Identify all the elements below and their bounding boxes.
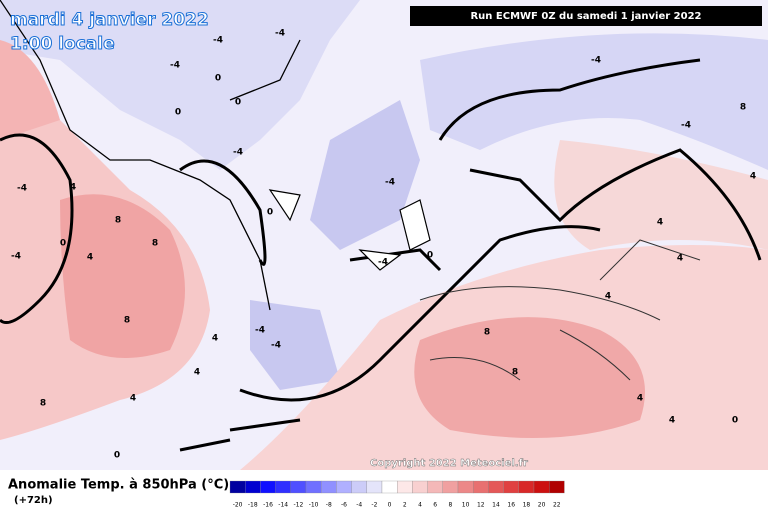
contour-label: 4 (212, 334, 218, 344)
map: -4 -4 -4 0 0 0 -4 -4 0 -4 0 8 8 8 4 0 4 -4 -4 -4 -4 4 4 8 4 8 8 4 4 4… (0, 0, 768, 470)
scale-swatch (275, 480, 291, 494)
contour-label: 0 (267, 208, 273, 218)
scale-swatch (488, 480, 504, 494)
scale-label: -2 (371, 502, 377, 509)
contour-label: 4 (669, 416, 675, 426)
scale-swatch (290, 480, 307, 494)
color-scale: -20 -18 -16 -14 -12 -10 -8 -6 -4 -2 0 2 4 6 8 10 12 14 16 1… (229, 480, 565, 509)
scale-swatch (503, 480, 519, 494)
contour-label: -4 (17, 184, 27, 194)
scale-label: 18 (523, 502, 531, 509)
contour-label: 4 (637, 394, 643, 404)
contour-label: 4 (750, 172, 756, 182)
contour-label: 4 (605, 292, 611, 302)
contour-label: 8 (152, 239, 158, 249)
scale-label: -4 (356, 502, 362, 509)
scale-label: 2 (403, 502, 407, 509)
contour-label: -4 (11, 252, 21, 262)
scale-label: 12 (477, 502, 485, 509)
contour-label: 0 (175, 108, 181, 118)
scale-swatch (533, 480, 550, 494)
scale-swatch (427, 480, 443, 494)
contour-label: 4 (677, 254, 683, 264)
scale-swatch (442, 480, 459, 494)
scale-swatch (397, 480, 413, 494)
contour-label: 0 (732, 416, 738, 426)
contour-label: -4 (591, 56, 601, 66)
scale-swatch (305, 480, 322, 494)
contour-label: 8 (40, 399, 46, 409)
scale-label: -6 (341, 502, 347, 509)
contour-label: 0 (427, 251, 433, 261)
scale-swatch (412, 480, 428, 494)
contour-label: 4 (194, 368, 200, 378)
date: mardi 4 janvier 2022 (10, 10, 209, 30)
scale-swatch (336, 480, 352, 494)
scale-label: 8 (448, 502, 452, 509)
contour-label: 8 (484, 328, 490, 338)
scale-label: 6 (433, 502, 437, 509)
contour-label: 0 (235, 98, 241, 108)
scale-swatch (245, 480, 261, 494)
contour-label: 8 (740, 103, 746, 113)
scale-swatch (457, 480, 474, 494)
contour-label: -4 (255, 326, 265, 336)
scale-label: 4 (418, 502, 422, 509)
contour-label: -4 (681, 121, 691, 131)
scale-swatch (473, 480, 489, 494)
run-banner (410, 6, 762, 26)
scale-label: 10 (462, 502, 470, 509)
contour-label: 8 (512, 368, 518, 378)
copyright: Copyright 2022 Meteociel.fr (370, 458, 528, 469)
contour-label: 0 (114, 451, 120, 461)
contour-label: -4 (385, 178, 395, 188)
scale-swatch (229, 480, 246, 494)
contour-label: 8 (115, 216, 121, 226)
contour-label: 0 (215, 74, 221, 84)
run-info: Run ECMWF 0Z du samedi 1 janvier 2022 (470, 11, 701, 22)
scale-label: -18 (248, 502, 258, 509)
scale-label: -14 (278, 502, 288, 509)
legend-subtitle: (+72h) (14, 495, 53, 506)
scale-swatch (518, 480, 535, 494)
contour-label: 4 (130, 394, 136, 404)
scale-label: -10 (309, 502, 319, 509)
scale-swatch (351, 480, 367, 494)
contour-label: 0 (60, 239, 66, 249)
scale-swatch (381, 480, 398, 494)
scale-label: -16 (263, 502, 273, 509)
scale-label: -8 (326, 502, 332, 509)
scale-label: 20 (538, 502, 546, 509)
contour-label: -4 (170, 61, 180, 71)
contour-label: -4 (233, 148, 243, 158)
contour-labels: -4 -4 -4 0 0 0 -4 -4 0 -4 0 8 8 8 4 0 4 -4 -4 -4 -4 4 4 8 4 8 8 4 4 4… (11, 29, 756, 461)
contour-label: 4 (87, 253, 93, 263)
time: 1:00 locale (10, 34, 115, 54)
scale-swatch (260, 480, 276, 494)
scale-swatch (549, 480, 565, 494)
scale-label: 22 (553, 502, 561, 509)
contour-label: 8 (124, 316, 130, 326)
scale-swatch (321, 480, 337, 494)
scale-label: 16 (507, 502, 515, 509)
contour-label: 4 (70, 183, 76, 193)
contour-label: -4 (271, 341, 281, 351)
scale-label: -12 (293, 502, 303, 509)
legend-title: Anomalie Temp. à 850hPa (°C) (8, 478, 229, 493)
scale-label: -20 (233, 502, 243, 509)
contour-label: -4 (213, 36, 223, 46)
scale-label: 14 (492, 502, 500, 509)
contour-label: 4 (657, 218, 663, 228)
scale-swatch (366, 480, 383, 494)
scale-label: 0 (388, 502, 392, 509)
contour-label: -4 (378, 258, 388, 268)
contour-label: -4 (275, 29, 285, 39)
